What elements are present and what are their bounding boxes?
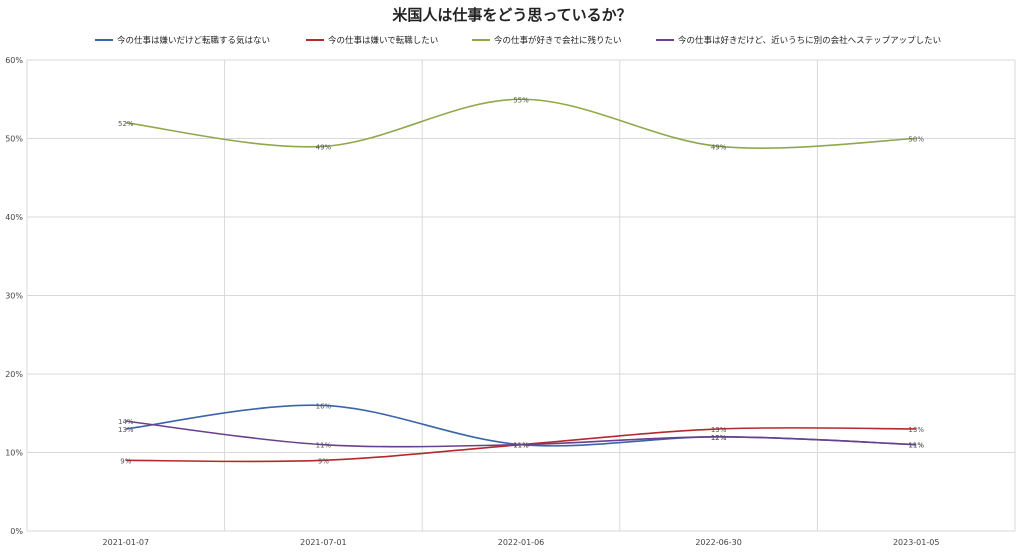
legend-item-3[interactable]: 今の仕事は好きだけど、近いうちに別の会社へステップアップしたい: [656, 34, 941, 46]
legend-label-0: 今の仕事は嫌いだけど転職する気はない: [117, 36, 271, 46]
data-label: 13%: [118, 426, 134, 434]
y-tick-label: 20%: [5, 370, 23, 379]
y-tick-label: 40%: [5, 213, 23, 222]
legend-swatch-1: [306, 39, 324, 41]
y-tick-label: 50%: [5, 135, 23, 144]
legend-label-3: 今の仕事は好きだけど、近いうちに別の会社へステップアップしたい: [678, 36, 942, 46]
legend-swatch-2: [472, 39, 490, 41]
data-label: 11%: [513, 442, 529, 450]
data-label: 49%: [711, 143, 727, 151]
data-label: 52%: [118, 120, 134, 128]
data-label: 50%: [908, 136, 924, 144]
legend-swatch-0: [95, 39, 113, 41]
data-label: 49%: [316, 143, 332, 151]
x-tick-label: 2022-06-30: [695, 538, 742, 547]
series-line-2: [125, 98, 917, 149]
data-label: 11%: [316, 442, 332, 450]
y-tick-label: 10%: [5, 449, 23, 458]
legend: 今の仕事は嫌いだけど転職する気はない 今の仕事は嫌いで転職したい 今の仕事が好き…: [0, 34, 1024, 48]
legend-item-0[interactable]: 今の仕事は嫌いだけど転職する気はない: [95, 34, 270, 46]
data-label: 11%: [908, 442, 924, 450]
legend-item-1[interactable]: 今の仕事は嫌いで転職したい: [306, 34, 438, 46]
chart-title: 米国人は仕事をどう思っているか？: [392, 6, 632, 24]
data-label: 13%: [908, 426, 924, 434]
x-tick-label: 2022-01-06: [498, 538, 545, 547]
data-label: 11%: [513, 442, 529, 450]
data-label: 16%: [316, 402, 332, 410]
y-tick-label: 60%: [5, 56, 23, 65]
y-tick-label: 0%: [10, 527, 23, 536]
legend-label-1: 今の仕事は嫌いで転職したい: [328, 36, 439, 46]
data-label: 14%: [118, 418, 134, 426]
data-label: 9%: [318, 457, 329, 465]
x-tick-label: 2021-01-07: [103, 538, 150, 547]
x-tick-label: 2023-01-05: [893, 538, 940, 547]
legend-label-2: 今の仕事が好きで会社に残りたい: [494, 36, 622, 46]
x-tick-label: 2021-07-01: [300, 538, 347, 547]
data-label: 9%: [120, 457, 131, 465]
series-line-3: [125, 420, 917, 448]
legend-swatch-3: [656, 39, 674, 41]
legend-item-2[interactable]: 今の仕事が好きで会社に残りたい: [472, 34, 622, 46]
data-label: 13%: [711, 426, 727, 434]
y-tick-label: 30%: [5, 292, 23, 301]
data-label: 11%: [513, 442, 529, 450]
series-line-0: [125, 404, 917, 447]
data-label: 12%: [711, 434, 727, 442]
data-label: 11%: [908, 442, 924, 450]
data-label: 12%: [711, 434, 727, 442]
data-label: 55%: [513, 96, 529, 104]
